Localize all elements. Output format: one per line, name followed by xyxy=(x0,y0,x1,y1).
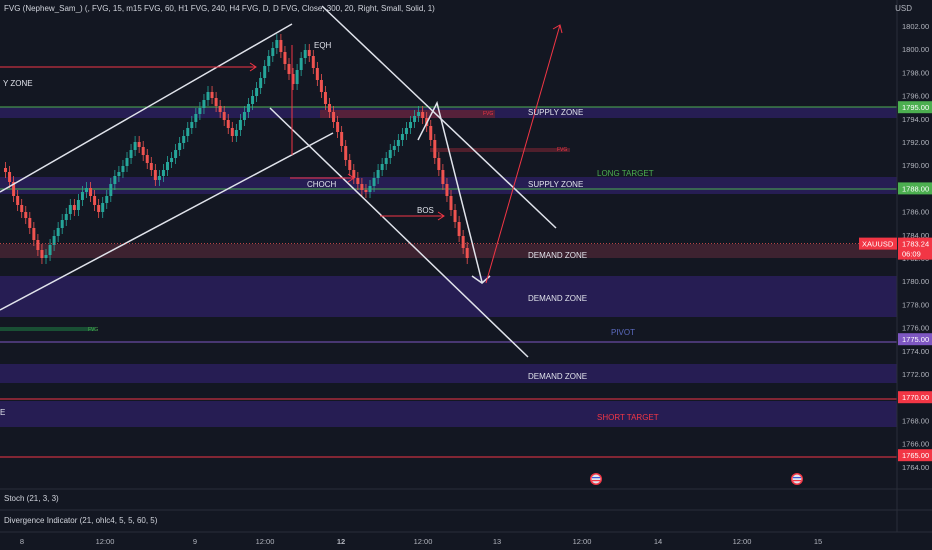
label-eqh: EQH xyxy=(314,41,332,50)
price-tick: 1802.00 xyxy=(902,22,929,31)
label-pivot: PIVOT xyxy=(611,328,635,337)
price-tick: 1784.00 xyxy=(902,231,929,240)
price-tick: 1796.00 xyxy=(902,92,929,101)
label-demand-zone-1: DEMAND ZONE xyxy=(528,251,587,260)
price-badge xyxy=(898,333,932,346)
price-tick: 1766.00 xyxy=(902,440,929,449)
label-short-target: SHORT TARGET xyxy=(597,413,659,422)
label-choch: CHOCH xyxy=(307,180,337,189)
time-tick: 12:00 xyxy=(256,537,275,546)
price-badge xyxy=(898,182,932,195)
label-demand-zone-2: DEMAND ZONE xyxy=(528,294,587,303)
label-fvg-2: FVG xyxy=(557,147,567,153)
symbol-badge xyxy=(859,237,897,250)
price-tick: 1778.00 xyxy=(902,300,929,309)
candles xyxy=(4,34,469,264)
stoch-panel-label[interactable]: Stoch (21, 3, 3) xyxy=(4,494,59,503)
price-axis[interactable]: 1802.00 1800.00 1798.00 1796.00 1794.00 1792.… xyxy=(0,22,932,472)
last-price-text: 1783.24 xyxy=(902,240,929,249)
price-badge-text: 1788.00 xyxy=(902,184,929,193)
levels xyxy=(0,106,897,458)
time-tick: 8 xyxy=(20,537,24,546)
price-tick: 1772.00 xyxy=(902,370,929,379)
time-axis[interactable]: 8 12:00 9 12:00 12 12:00 13 12:00 14 12:00 15 xyxy=(20,537,822,546)
label-supply-zone-1: SUPPLY ZONE xyxy=(528,108,583,117)
time-tick: 12:00 xyxy=(96,537,115,546)
price-tick: 1794.00 xyxy=(902,115,929,124)
price-badge xyxy=(898,449,932,462)
price-tick: 1768.00 xyxy=(902,416,929,425)
time-tick: 15 xyxy=(814,537,822,546)
zone-labels: Y ZONE SUPPLY ZONE SUPPLY ZONE LONG TARG… xyxy=(0,41,659,422)
price-badge xyxy=(898,391,932,404)
label-bos: BOS xyxy=(417,206,434,215)
price-tick: 1786.00 xyxy=(902,208,929,217)
label-long-target: LONG TARGET xyxy=(597,169,654,178)
price-tick: 1792.00 xyxy=(902,138,929,147)
time-tick: 12 xyxy=(337,537,345,546)
price-tick: 1800.00 xyxy=(902,45,929,54)
time-tick: 12:00 xyxy=(733,537,752,546)
label-supply-zone-2: SUPPLY ZONE xyxy=(528,180,583,189)
divergence-panel-label[interactable]: Divergence Indicator (21, ohlc4, 5, 5, 6… xyxy=(4,516,158,525)
price-tick: 1774.00 xyxy=(902,347,929,356)
trend-lines xyxy=(0,5,557,358)
symbol-text: XAUUSD xyxy=(862,240,894,249)
price-badge-text: 1770.00 xyxy=(902,393,929,402)
time-tick: 14 xyxy=(654,537,662,546)
price-tick: 1776.00 xyxy=(902,324,929,333)
label-left-e: E xyxy=(0,408,5,417)
zones xyxy=(0,107,897,427)
price-badge xyxy=(898,101,932,114)
label-fvg-3: FVG xyxy=(88,327,98,333)
countdown-text: 06:09 xyxy=(902,250,921,259)
time-tick: 13 xyxy=(493,537,501,546)
us-flag-icon[interactable] xyxy=(791,473,803,485)
time-tick: 12:00 xyxy=(414,537,433,546)
indicator-legend[interactable]: FVG (Nephew_Sam_) (, FVG, 15, m15 FVG, 6… xyxy=(4,4,435,13)
label-supply-zone-left: Y ZONE xyxy=(3,79,33,88)
price-badge-text: 1775.00 xyxy=(902,335,929,344)
price-tick: 1764.00 xyxy=(902,463,929,472)
currency-label: USD xyxy=(895,4,912,13)
arrows xyxy=(0,24,563,284)
label-fvg-1: FVG xyxy=(483,111,493,117)
time-tick: 12:00 xyxy=(573,537,592,546)
price-tick: 1790.00 xyxy=(902,161,929,170)
last-price-badge xyxy=(898,237,932,260)
price-tick: 1780.00 xyxy=(902,277,929,286)
time-tick: 9 xyxy=(193,537,197,546)
us-flag-icon[interactable] xyxy=(590,473,602,485)
label-demand-zone-3: DEMAND ZONE xyxy=(528,372,587,381)
price-badge-text: 1765.00 xyxy=(902,451,929,460)
event-flags xyxy=(590,473,803,485)
price-badge-text: 1795.00 xyxy=(902,103,929,112)
price-tick: 1798.00 xyxy=(902,68,929,77)
